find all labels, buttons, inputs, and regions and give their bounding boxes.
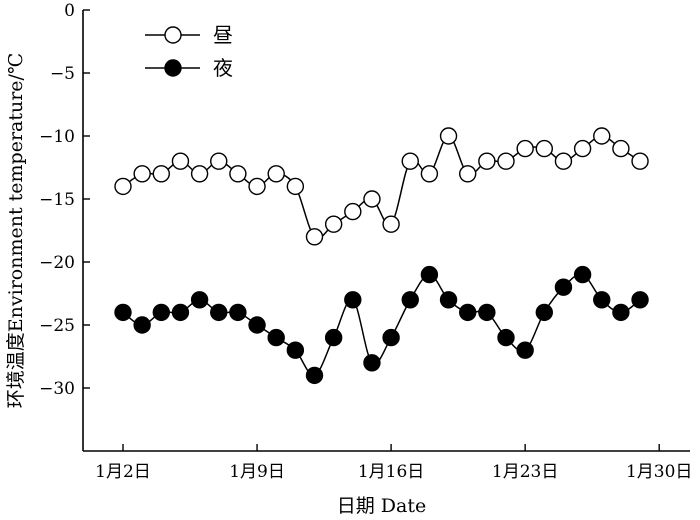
y-tick-label: −5 — [50, 64, 75, 84]
series-line — [122, 135, 641, 239]
data-point — [286, 177, 305, 196]
data-point — [344, 291, 362, 309]
data-point — [286, 341, 305, 359]
data-point — [612, 139, 630, 158]
data-point — [363, 354, 381, 372]
series-line — [122, 273, 641, 377]
data-point — [554, 152, 573, 170]
plot-frame — [82, 10, 690, 452]
data-point — [229, 303, 247, 322]
data-point — [459, 165, 477, 183]
data-point — [439, 291, 458, 309]
data-point — [210, 152, 228, 170]
x-tick-label: 1月2日 — [95, 462, 151, 482]
data-point — [267, 165, 285, 183]
data-point — [535, 139, 553, 158]
data-point — [344, 202, 362, 221]
x-tick-label: 1月16日 — [358, 462, 424, 482]
legend: 昼夜 — [145, 23, 233, 80]
data-point — [114, 177, 132, 196]
legend-marker — [164, 26, 182, 44]
data-point — [439, 127, 458, 145]
data-point — [133, 316, 151, 334]
data-point — [573, 265, 592, 284]
data-point — [190, 165, 209, 183]
data-point — [305, 366, 324, 385]
data-point — [324, 328, 343, 347]
data-point — [497, 152, 515, 170]
data-point — [248, 316, 266, 334]
data-point — [248, 177, 266, 196]
y-tick-label: −20 — [39, 253, 75, 273]
data-point — [516, 341, 534, 359]
data-point — [152, 303, 171, 322]
y-axis: 0 −5 −10 −15 −20 −25 −30 — [39, 1, 90, 399]
data-point — [459, 303, 477, 322]
data-point — [593, 127, 611, 145]
series-layer — [114, 127, 649, 385]
x-tick-label: 1月30日 — [626, 462, 692, 482]
x-tick-label: 1月23日 — [492, 462, 558, 482]
x-axis-title: 日期 Date — [337, 495, 426, 517]
data-point — [631, 291, 649, 309]
data-point — [420, 265, 439, 284]
data-point — [324, 215, 343, 233]
data-point — [401, 291, 419, 309]
data-point — [152, 165, 171, 183]
series-day — [114, 127, 649, 246]
data-point — [573, 139, 592, 158]
data-point — [382, 215, 400, 233]
data-point — [382, 328, 400, 347]
data-point — [190, 291, 209, 309]
data-point — [631, 152, 649, 170]
data-point — [593, 291, 611, 309]
data-point — [114, 303, 132, 322]
data-point — [420, 165, 439, 183]
y-tick-label: 0 — [64, 1, 75, 21]
legend-marker — [164, 59, 182, 77]
data-point — [171, 152, 190, 170]
data-point — [133, 165, 151, 183]
x-axis: 1月2日 1月9日 1月16日 1月23日 1月30日 — [95, 444, 692, 482]
data-point — [305, 228, 324, 246]
data-point — [478, 152, 496, 170]
data-point — [171, 303, 190, 322]
y-tick-label: −10 — [39, 127, 75, 147]
data-point — [516, 139, 534, 158]
data-point — [267, 328, 285, 347]
y-tick-label: −25 — [39, 316, 75, 336]
data-point — [612, 303, 630, 322]
data-point — [401, 152, 419, 170]
data-point — [210, 303, 228, 322]
x-tick-label: 1月9日 — [229, 462, 285, 482]
y-tick-label: −30 — [39, 379, 75, 399]
data-point — [363, 190, 381, 208]
legend-label: 昼 — [213, 23, 233, 47]
y-axis-title: 环境温度Environment temperature/℃ — [5, 53, 27, 408]
series-night — [114, 265, 649, 385]
y-tick-label: −15 — [39, 190, 75, 210]
data-point — [554, 278, 573, 296]
data-point — [497, 328, 515, 347]
data-point — [478, 303, 496, 322]
legend-label: 夜 — [213, 56, 233, 80]
data-point — [229, 165, 247, 183]
data-point — [535, 303, 553, 322]
